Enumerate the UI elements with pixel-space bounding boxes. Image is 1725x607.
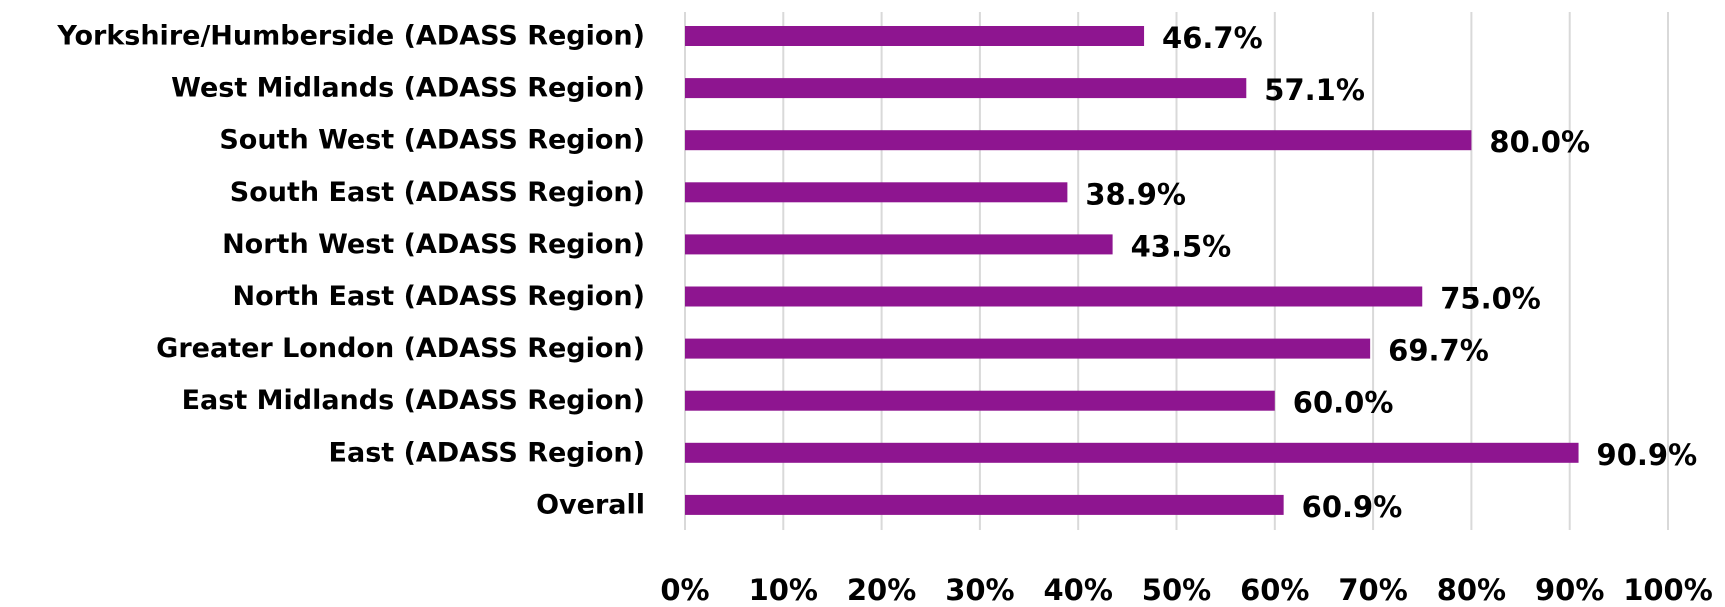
category-label: South East (ADASS Region)	[230, 177, 645, 208]
x-tick-label: 40%	[1043, 573, 1112, 607]
bar	[685, 130, 1472, 151]
bars	[685, 26, 1579, 515]
category-label: South West (ADASS Region)	[219, 125, 645, 156]
data-label: 80.0%	[1489, 125, 1590, 159]
data-label: 43.5%	[1131, 229, 1232, 263]
category-labels: Yorkshire/Humberside (ADASS Region) West …	[56, 21, 645, 521]
data-label: 60.9%	[1302, 490, 1403, 524]
data-label: 69.7%	[1388, 334, 1489, 368]
data-label: 90.9%	[1597, 438, 1698, 472]
data-label: 75.0%	[1440, 282, 1541, 316]
bar	[685, 234, 1113, 255]
bar	[685, 442, 1579, 463]
bar	[685, 182, 1068, 203]
x-tick-label: 10%	[749, 573, 818, 607]
x-tick-label: 90%	[1535, 573, 1604, 607]
bar	[685, 390, 1275, 411]
category-label: North West (ADASS Region)	[222, 229, 645, 260]
bar	[685, 286, 1423, 307]
x-axis-tick-labels: 0% 10% 20% 30% 40% 50% 60% 70% 80% 90% 100%	[660, 573, 1712, 607]
category-label: North East (ADASS Region)	[233, 281, 645, 312]
x-tick-label: 50%	[1142, 573, 1211, 607]
category-label: West Midlands (ADASS Region)	[171, 73, 645, 104]
x-tick-label: 20%	[847, 573, 916, 607]
x-tick-label: 0%	[660, 573, 709, 607]
x-tick-label: 80%	[1437, 573, 1506, 607]
x-tick-label: 30%	[945, 573, 1014, 607]
data-label: 46.7%	[1162, 21, 1263, 55]
category-label: Yorkshire/Humberside (ADASS Region)	[56, 21, 645, 52]
data-label: 60.0%	[1293, 386, 1394, 420]
data-labels: 46.7%57.1% 80.0% 38.9% 43.5% 75.0% 69.7% 60.0%…	[1085, 21, 1697, 524]
x-tick-label: 60%	[1240, 573, 1309, 607]
x-tick-label: 70%	[1338, 573, 1407, 607]
bar	[685, 338, 1371, 359]
category-label: East Midlands (ADASS Region)	[182, 385, 645, 416]
bar	[685, 78, 1247, 99]
data-label: 57.1%	[1264, 73, 1365, 107]
category-label: East (ADASS Region)	[329, 437, 645, 468]
category-label: Greater London (ADASS Region)	[156, 333, 645, 364]
bar	[685, 26, 1145, 46]
x-tick-label: 100%	[1623, 573, 1713, 607]
bar	[685, 494, 1284, 515]
category-label: Overall	[536, 489, 645, 520]
data-label: 38.9%	[1085, 177, 1186, 211]
